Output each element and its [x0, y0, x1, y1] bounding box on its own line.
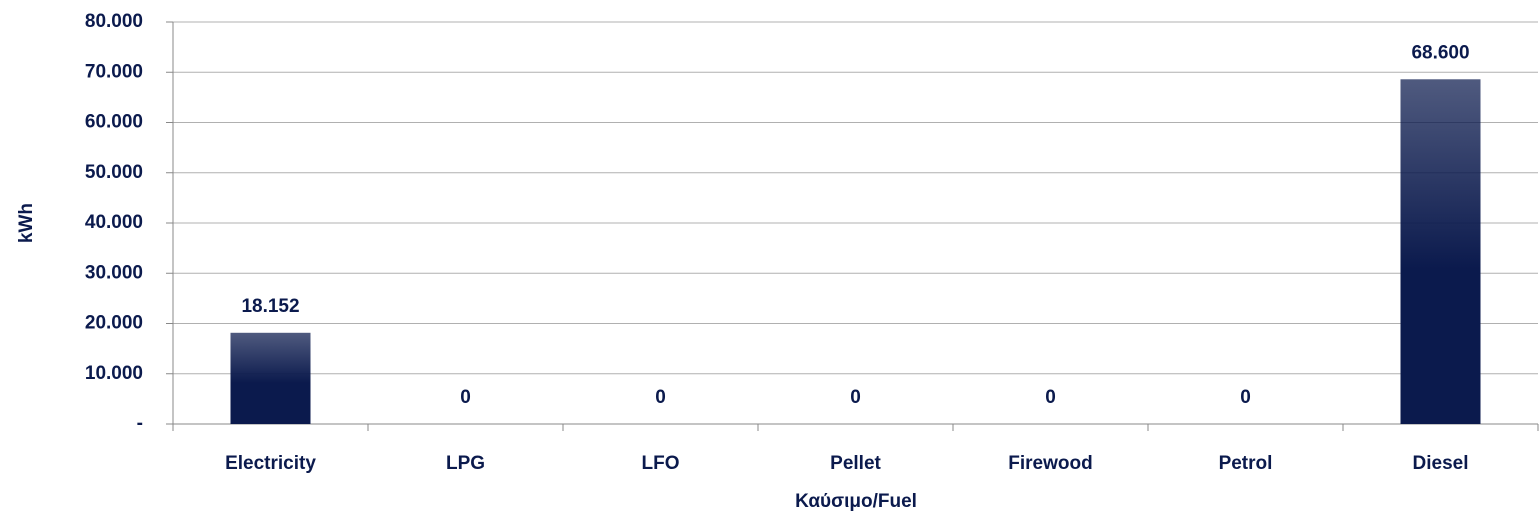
x-tick-label: Diesel — [1413, 453, 1469, 474]
value-label: 0 — [850, 387, 861, 408]
y-axis-title: kWh — [16, 203, 37, 243]
value-label: 68.600 — [1411, 42, 1469, 63]
x-tick-label: Pellet — [830, 453, 881, 474]
x-axis-title: Καύσιμο/Fuel — [795, 491, 917, 512]
bar — [230, 332, 311, 424]
value-label: 0 — [1240, 387, 1251, 408]
value-label: 18.152 — [241, 296, 299, 317]
x-tick-label: Firewood — [1008, 453, 1092, 474]
x-tick-label: Electricity — [225, 453, 316, 474]
y-tick-label: 40.000 — [85, 212, 143, 233]
y-tick-label: 70.000 — [85, 61, 143, 82]
y-tick-label: 50.000 — [85, 162, 143, 183]
value-label: 0 — [655, 387, 666, 408]
y-tick-label: 10.000 — [85, 363, 143, 384]
value-label: 0 — [1045, 387, 1056, 408]
x-tick-label: LPG — [446, 453, 485, 474]
value-label: 0 — [460, 387, 471, 408]
x-tick-label: Petrol — [1219, 453, 1273, 474]
x-tick-label: LFO — [642, 453, 680, 474]
y-tick-label: 60.000 — [85, 112, 143, 133]
y-tick-label: 80.000 — [85, 11, 143, 32]
y-tick-label: - — [137, 413, 143, 434]
bar — [1400, 79, 1481, 424]
y-tick-label: 30.000 — [85, 262, 143, 283]
y-tick-label: 20.000 — [85, 313, 143, 334]
